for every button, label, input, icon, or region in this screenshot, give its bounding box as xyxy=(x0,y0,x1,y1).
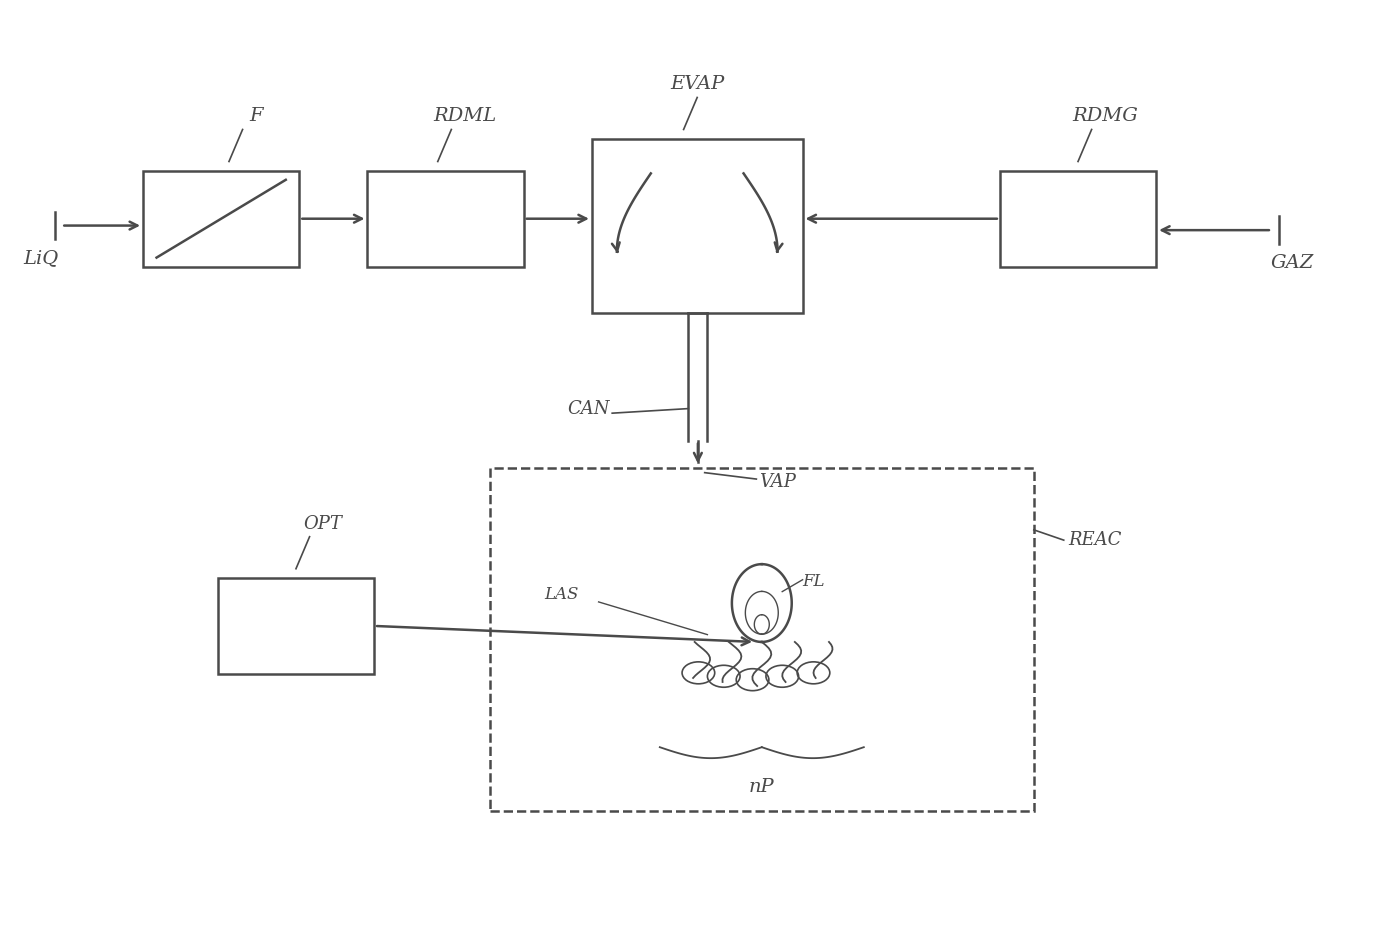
Text: FL: FL xyxy=(802,573,826,589)
Bar xyxy=(217,578,374,675)
Bar xyxy=(592,139,802,313)
Text: REAC: REAC xyxy=(1068,530,1121,548)
Text: F: F xyxy=(250,108,262,125)
Text: RDMG: RDMG xyxy=(1072,108,1138,125)
Text: RDML: RDML xyxy=(433,108,496,125)
Text: nP: nP xyxy=(749,778,775,795)
Text: VAP: VAP xyxy=(758,473,796,491)
Text: CAN: CAN xyxy=(567,400,610,418)
Text: GAZ: GAZ xyxy=(1271,253,1314,272)
Text: OPT: OPT xyxy=(304,514,342,532)
Text: EVAP: EVAP xyxy=(671,75,724,93)
Bar xyxy=(489,469,1033,811)
Bar xyxy=(367,172,523,267)
Bar xyxy=(1000,172,1157,267)
Text: LAS: LAS xyxy=(544,586,578,603)
Bar xyxy=(143,172,300,267)
Text: LiQ: LiQ xyxy=(23,249,59,267)
